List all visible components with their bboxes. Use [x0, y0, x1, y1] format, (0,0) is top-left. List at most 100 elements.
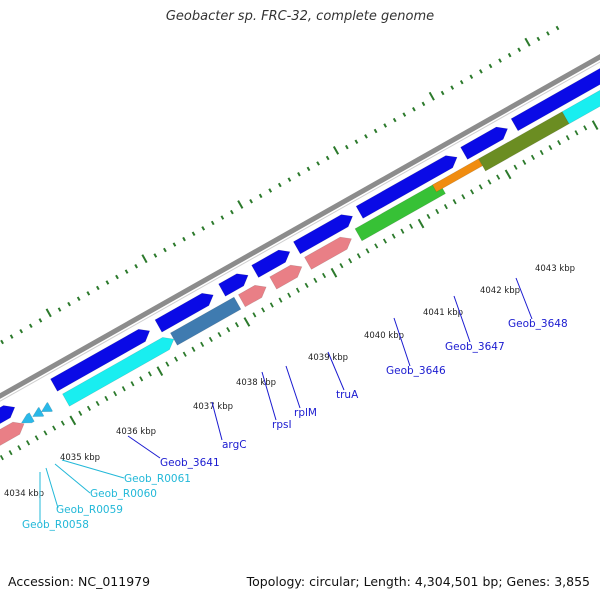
outer-tick [450, 85, 455, 90]
minor-tick [78, 410, 83, 416]
minus-strand-cds-cyan-1 [62, 337, 175, 407]
minor-tick [478, 184, 483, 190]
minor-tick [86, 405, 91, 411]
minor-tick [287, 292, 292, 298]
tick-label: 4038 kbp [236, 378, 276, 388]
outer-tick [258, 193, 263, 199]
outer-tick [86, 291, 91, 296]
minor-tick [391, 233, 396, 239]
minor-tick [409, 223, 414, 229]
minor-tick [382, 238, 387, 244]
gene-leader-line [211, 401, 223, 441]
minor-tick [200, 341, 205, 348]
outer-tick [306, 166, 311, 172]
plus-strand-cds-7 [355, 155, 458, 219]
minor-tick [52, 425, 57, 431]
outer-tick [249, 199, 253, 204]
minor-tick [113, 390, 118, 397]
outer-tick [210, 220, 215, 226]
minor-tick [400, 228, 405, 234]
tick-label: 4042 kbp [480, 286, 520, 296]
outer-tick [354, 139, 359, 144]
minor-tick [8, 450, 13, 456]
gene-label-trua: truA [336, 389, 359, 401]
minor-tick [348, 258, 353, 264]
rna-label-geob_r0059: Geob_R0059 [56, 504, 123, 516]
minus-strand-cds-pink-3 [269, 264, 303, 290]
minor-tick [165, 361, 170, 367]
minor-tick [278, 297, 283, 303]
rna-arrow-3 [40, 401, 54, 413]
minor-tick [313, 277, 318, 284]
outer-tick [479, 69, 483, 74]
minor-tick [583, 125, 588, 131]
tick-label: 4034 kbp [4, 489, 44, 499]
tick-label: 4035 kbp [60, 453, 100, 463]
outer-tick [67, 301, 71, 307]
outer-tick [469, 74, 474, 79]
minor-tick [374, 243, 379, 249]
plus-strand-cds-4 [218, 273, 249, 297]
outer-tick [153, 253, 158, 258]
minor-tick [496, 174, 501, 180]
gene-label-geob_3646: Geob_3646 [386, 365, 446, 377]
minor-tick [487, 179, 492, 185]
minor-tick [43, 430, 48, 436]
outer-tick [316, 161, 320, 166]
major-tick [417, 218, 425, 229]
accession-label: Accession: NC_011979 [8, 574, 151, 589]
minor-tick [470, 189, 475, 195]
major-tick [591, 120, 599, 130]
rna-label-geob_r0060: Geob_R0060 [90, 488, 157, 500]
minor-tick [130, 381, 135, 387]
outer-tick [412, 107, 416, 112]
minor-tick [522, 159, 527, 165]
gene-label-geob_3648: Geob_3648 [508, 318, 568, 330]
minor-tick [548, 144, 553, 151]
gene-leader-line [285, 365, 301, 409]
minus-strand-cds-pink-2 [237, 284, 267, 308]
outer-tick [141, 254, 148, 264]
outer-tick [163, 247, 167, 253]
plus-strand-cds-8 [460, 126, 509, 160]
minor-tick [121, 386, 126, 392]
outer-tick [546, 31, 550, 36]
outer-tick [182, 236, 186, 242]
minor-tick [34, 435, 39, 441]
minor-tick [174, 356, 179, 362]
minor-tick [182, 351, 187, 357]
outer-tick [172, 242, 177, 247]
minor-tick [139, 376, 144, 382]
plus-strand-cds-2 [50, 328, 151, 392]
outer-tick [124, 269, 129, 274]
outer-tick [325, 155, 330, 161]
minor-tick [530, 154, 535, 161]
outer-tick [536, 36, 541, 42]
rna-label-geob_r0058: Geob_R0058 [22, 519, 89, 531]
minor-tick [269, 302, 274, 308]
backbone-line [0, 54, 600, 399]
minor-tick [191, 346, 196, 352]
outer-tick [105, 280, 110, 285]
tick-label: 4040 kbp [364, 331, 404, 341]
gene-label-argc: argC [222, 439, 247, 451]
outer-tick [96, 285, 100, 291]
outer-tick [237, 200, 244, 209]
rna-arrow-1 [20, 412, 35, 424]
green-block [354, 181, 446, 242]
major-tick [156, 366, 164, 376]
minor-tick [435, 208, 440, 215]
minor-tick [104, 395, 109, 402]
outer-tick [287, 177, 292, 182]
minor-tick [252, 312, 257, 318]
minor-tick [339, 263, 344, 269]
minor-tick [539, 149, 544, 156]
outer-tick [45, 308, 52, 318]
minor-tick [365, 248, 370, 254]
gene-leader-line [261, 371, 277, 421]
outer-tick [220, 215, 225, 220]
outer-tick [555, 25, 560, 31]
minor-tick [557, 140, 562, 146]
outer-tick [524, 37, 531, 47]
